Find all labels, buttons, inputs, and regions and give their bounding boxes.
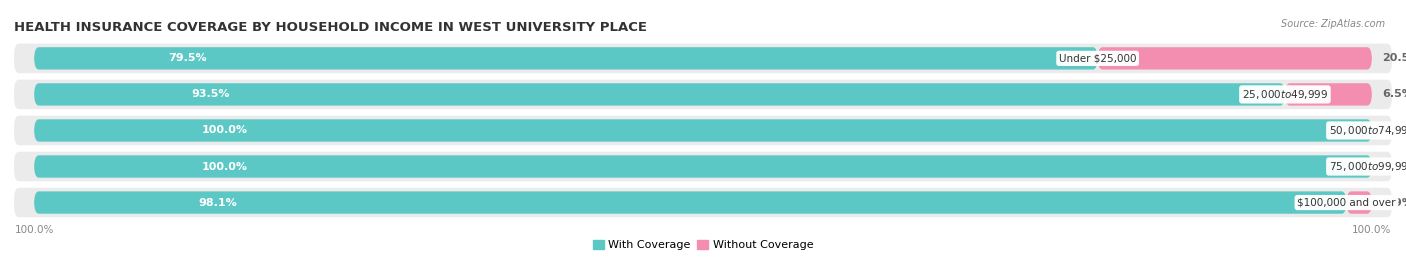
Text: $100,000 and over: $100,000 and over [1298,197,1396,208]
FancyBboxPatch shape [14,80,1392,109]
Text: 1.9%: 1.9% [1382,197,1406,208]
Text: 100.0%: 100.0% [201,125,247,136]
Text: 100.0%: 100.0% [201,161,247,172]
Text: 98.1%: 98.1% [198,197,238,208]
Text: 20.5%: 20.5% [1382,53,1406,63]
FancyBboxPatch shape [14,152,1392,181]
FancyBboxPatch shape [34,47,1098,70]
FancyBboxPatch shape [34,191,1347,214]
Text: $75,000 to $99,999: $75,000 to $99,999 [1329,160,1406,173]
FancyBboxPatch shape [34,119,1372,142]
Text: 0.0%: 0.0% [1382,161,1406,172]
Text: 0.0%: 0.0% [1382,125,1406,136]
FancyBboxPatch shape [14,116,1392,145]
Text: 93.5%: 93.5% [191,89,229,100]
FancyBboxPatch shape [34,83,1285,106]
FancyBboxPatch shape [1285,83,1372,106]
Text: $25,000 to $49,999: $25,000 to $49,999 [1241,88,1329,101]
FancyBboxPatch shape [1098,47,1372,70]
Text: Under $25,000: Under $25,000 [1059,53,1136,63]
Text: HEALTH INSURANCE COVERAGE BY HOUSEHOLD INCOME IN WEST UNIVERSITY PLACE: HEALTH INSURANCE COVERAGE BY HOUSEHOLD I… [14,21,647,34]
Legend: With Coverage, Without Coverage: With Coverage, Without Coverage [588,235,818,255]
FancyBboxPatch shape [1347,191,1372,214]
Text: $50,000 to $74,999: $50,000 to $74,999 [1329,124,1406,137]
Text: Source: ZipAtlas.com: Source: ZipAtlas.com [1281,19,1385,29]
FancyBboxPatch shape [14,44,1392,73]
Text: 79.5%: 79.5% [169,53,207,63]
FancyBboxPatch shape [14,188,1392,217]
FancyBboxPatch shape [34,155,1372,178]
Text: 6.5%: 6.5% [1382,89,1406,100]
